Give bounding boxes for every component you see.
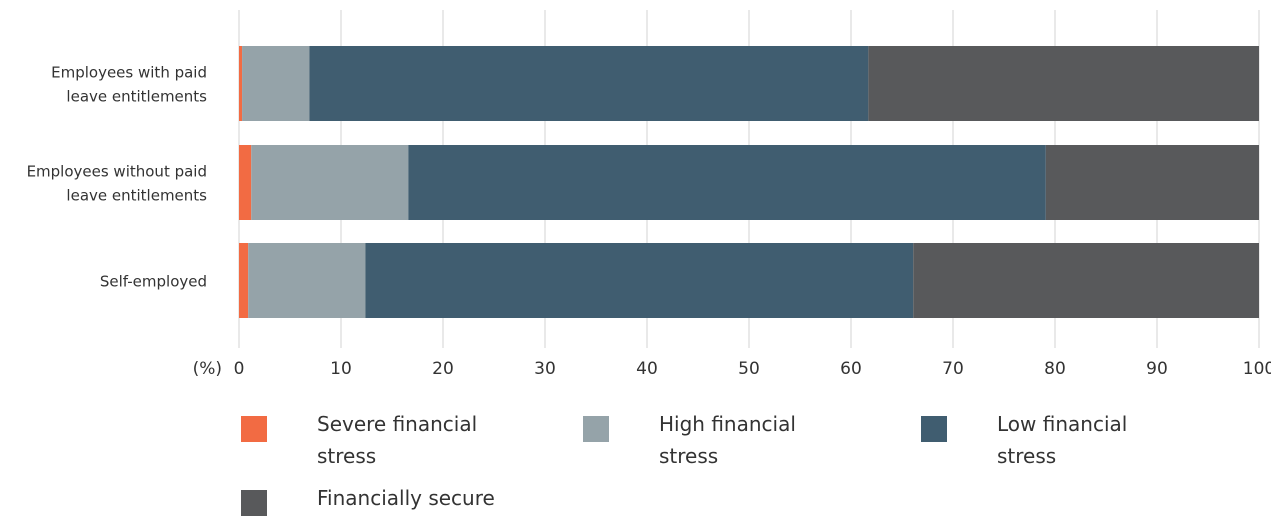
x-tick-label: 100 xyxy=(1243,359,1271,379)
legend-item: Financially secure xyxy=(241,482,527,516)
category-label: Employees without paid leave entitlements xyxy=(27,163,208,205)
x-tick-label: 0 xyxy=(234,359,245,379)
legend-label: Severe financial stress xyxy=(317,412,478,468)
bar-segment xyxy=(248,243,366,318)
x-tick-label: 40 xyxy=(636,359,658,379)
legend-item: Severe financial stress xyxy=(241,408,527,472)
legend-item: Low financial stress xyxy=(921,408,1207,472)
legend-label: High financial stress xyxy=(659,412,796,468)
legend-label: Financially secure xyxy=(317,486,495,510)
bar-segment xyxy=(239,145,252,220)
x-axis-label: (%) xyxy=(193,359,222,379)
legend-swatch xyxy=(921,416,947,442)
bar-segment xyxy=(251,145,409,220)
bar-segment xyxy=(309,46,869,121)
bar-segment xyxy=(239,243,249,318)
category-label: Self-employed xyxy=(100,273,207,291)
bar-segment xyxy=(913,243,1259,318)
legend-swatch xyxy=(583,416,609,442)
x-tick-label: 30 xyxy=(534,359,556,379)
x-tick-label: 10 xyxy=(330,359,352,379)
legend-item: High financial stress xyxy=(583,408,869,472)
legend-swatch xyxy=(241,490,267,516)
x-tick-label: 60 xyxy=(840,359,862,379)
bar-segment xyxy=(1045,145,1259,220)
x-tick-label: 90 xyxy=(1146,359,1168,379)
bar-segment xyxy=(242,46,310,121)
bar-segment xyxy=(239,46,243,121)
x-tick-label: 70 xyxy=(942,359,964,379)
legend-swatch xyxy=(241,416,267,442)
x-tick-label: 20 xyxy=(432,359,454,379)
chart-plot: Employees with paid leave entitlements Emp… xyxy=(27,10,1271,379)
x-tick-label: 50 xyxy=(738,359,760,379)
category-label: Employees with paid leave entitlements xyxy=(51,64,207,106)
bar-segment xyxy=(868,46,1259,121)
legend-label: Low financial stress xyxy=(997,412,1128,468)
bar-segment xyxy=(408,145,1046,220)
x-tick-label: 80 xyxy=(1044,359,1066,379)
bar-segment xyxy=(365,243,914,318)
